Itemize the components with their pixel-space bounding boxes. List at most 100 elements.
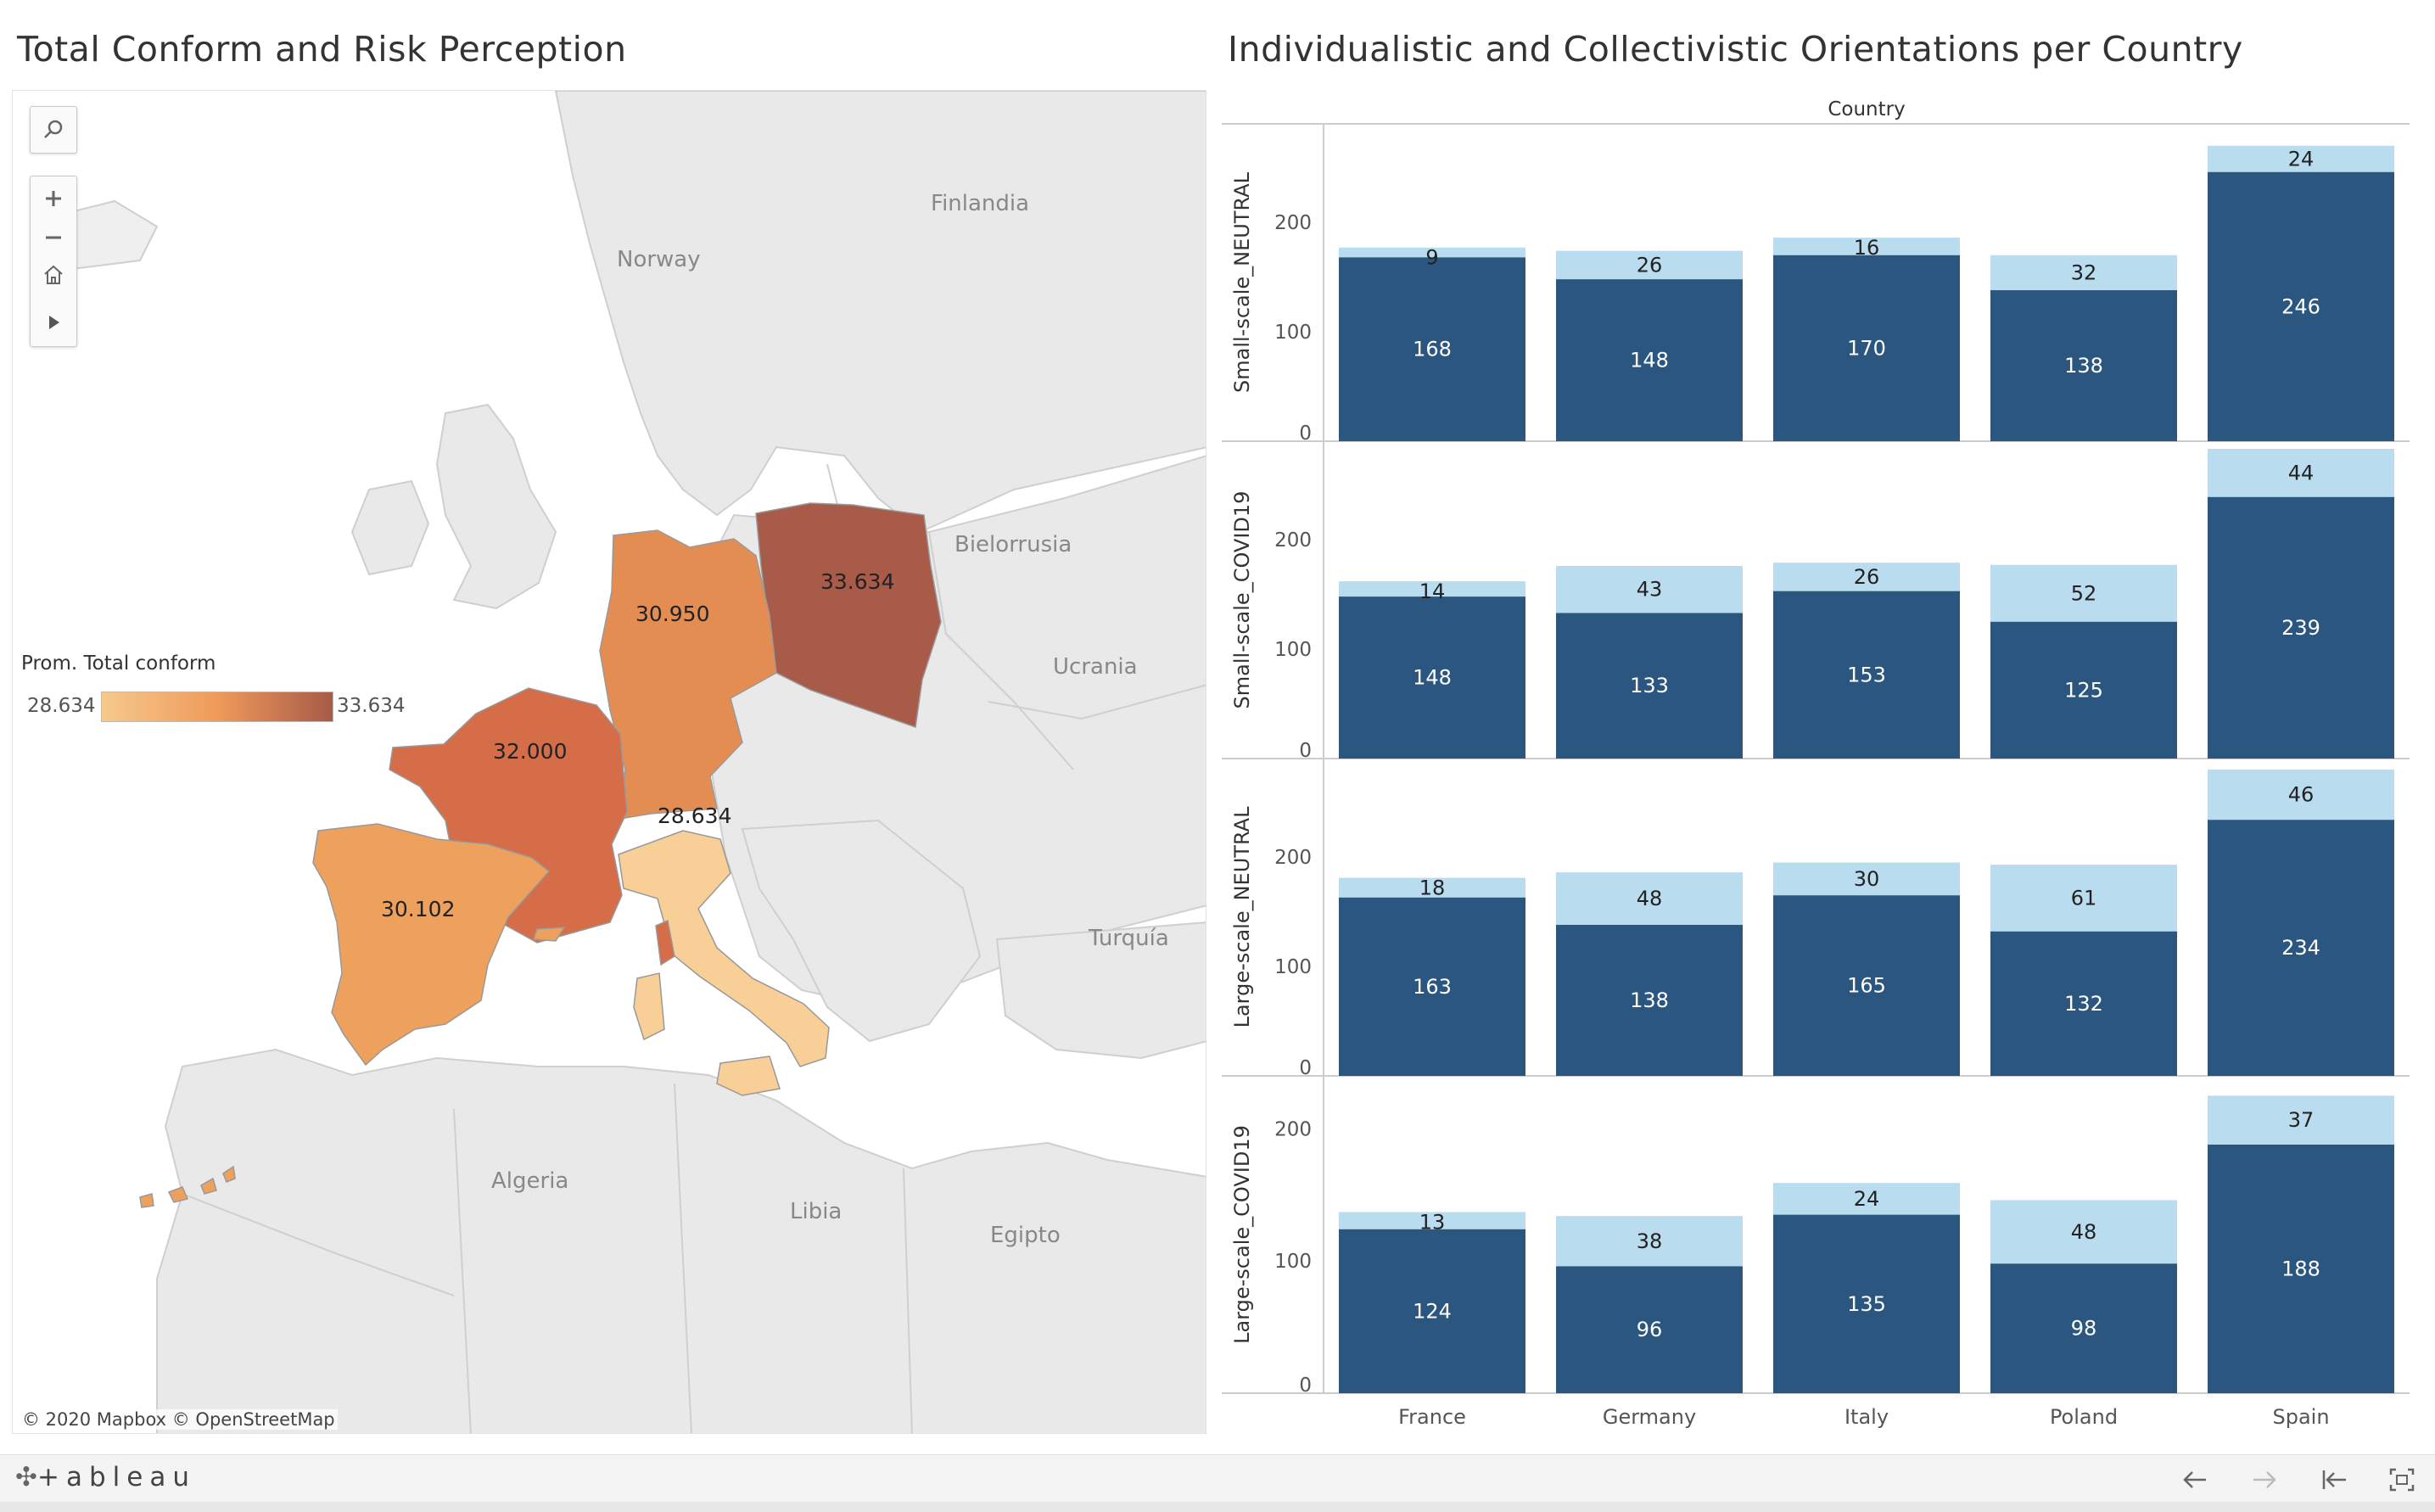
home-icon[interactable]	[31, 256, 76, 294]
fullscreen-icon[interactable]	[2384, 1462, 2420, 1498]
country-shape-sicily	[716, 1056, 781, 1096]
bar-label-base: 239	[2281, 616, 2320, 640]
x-tick-label: Poland	[2050, 1405, 2118, 1429]
undo-icon[interactable]	[2177, 1462, 2213, 1498]
map-attribution: © 2020 Mapbox © OpenStreetMap	[20, 1409, 338, 1430]
bar-segment-top	[1773, 862, 1960, 896]
bar-segment-base	[1773, 591, 1960, 759]
bar-label-top: 52	[2071, 581, 2097, 605]
bar-segment-base	[1556, 279, 1743, 441]
map-zoom-controls[interactable]	[30, 176, 77, 347]
bar-segment-top	[1990, 865, 2177, 932]
map-borders	[182, 463, 1206, 1433]
bar-label-base: 188	[2281, 1257, 2320, 1281]
bar-label-base: 125	[2064, 678, 2103, 702]
bar-label-base: 138	[2064, 354, 2103, 378]
search-icon[interactable]	[31, 111, 76, 148]
bar-segment-base	[1339, 1229, 1525, 1393]
bar-segment-base	[2208, 171, 2394, 442]
y-tick-label: 100	[1274, 1251, 1312, 1273]
bar-segment-top	[2208, 1095, 2394, 1145]
bar-label-top: 30	[1854, 867, 1880, 891]
bar-segment-base	[1773, 895, 1960, 1076]
map-canvas[interactable]	[13, 91, 1206, 1434]
bar-label-base: 246	[2281, 294, 2320, 318]
bar-label-base: 132	[2064, 992, 2103, 1016]
bar-segment-base	[1990, 621, 2177, 759]
map-search-tool[interactable]	[30, 106, 77, 154]
map-view[interactable]: Prom. Total conform 28.634 33.634 Finlan…	[12, 90, 1206, 1434]
footer-strip	[0, 1502, 2435, 1512]
bar-segment-base	[2208, 820, 2394, 1076]
tableau-logo[interactable]: ✣+ableau	[15, 1462, 196, 1492]
balkans-land	[741, 819, 982, 1043]
bar-segment-base	[1990, 931, 2177, 1076]
bar-segment-base	[1556, 1266, 1743, 1393]
redo-icon[interactable]	[2247, 1462, 2282, 1498]
minus-icon[interactable]	[31, 219, 76, 256]
map-title: Total Conform and Risk Perception	[17, 29, 627, 70]
footer-toolbar: ✣+ableau	[0, 1454, 2435, 1503]
bar-segment-base	[1339, 596, 1525, 759]
britain-land	[435, 403, 557, 610]
bar-label-top: 26	[1854, 565, 1880, 589]
map-value-germany: 30.950	[635, 602, 710, 626]
y-tick-label: 0	[1299, 1057, 1312, 1079]
bar-label-base: 133	[1630, 674, 1669, 697]
map-value-france: 32.000	[493, 739, 568, 764]
bar-segment-base	[2208, 496, 2394, 759]
place-label-libya: Libia	[790, 1199, 842, 1224]
country-shape-germany	[599, 529, 777, 820]
legend-gradient-bar	[101, 692, 333, 722]
bar-segment-top	[2208, 769, 2394, 820]
map-value-poland: 33.634	[820, 569, 895, 594]
bar-label-top: 43	[1637, 578, 1663, 602]
bar-segment-top	[1556, 250, 1743, 280]
bar-label-base: 153	[1847, 663, 1886, 686]
bar-segment-top	[1773, 238, 1960, 255]
bar-label-base: 163	[1413, 975, 1452, 999]
country-shape-spain	[312, 823, 551, 1067]
y-tick-label: 0	[1299, 740, 1312, 762]
bar-label-top: 14	[1419, 580, 1446, 603]
bar-label-top: 24	[1854, 1187, 1880, 1211]
map-base-land	[36, 91, 1206, 1433]
turkey-land	[995, 921, 1206, 1060]
x-tick-label: Spain	[2272, 1405, 2329, 1429]
play-icon[interactable]	[31, 304, 76, 341]
place-label-egypt: Egipto	[990, 1223, 1061, 1248]
bar-label-base: 96	[1637, 1318, 1663, 1341]
bar-segment-top	[1773, 1183, 1960, 1215]
bar-label-top: 44	[2288, 461, 2315, 484]
bar-segment-base	[1773, 1214, 1960, 1393]
country-shape-sardinia	[633, 972, 665, 1041]
bar-segment-top	[1556, 872, 1743, 926]
legend-min-value: 28.634	[27, 695, 96, 717]
bar-segment-base	[1990, 1263, 2177, 1393]
y-tick-label: 200	[1274, 529, 1312, 552]
bar-segment-top	[1990, 564, 2177, 622]
bar-segment-top	[1990, 255, 2177, 291]
plus-icon[interactable]	[31, 180, 76, 217]
country-shape-corsica	[655, 919, 675, 966]
bar-label-top: 38	[1637, 1229, 1663, 1253]
legend-title: Prom. Total conform	[21, 652, 216, 675]
bar-label-base: 98	[2071, 1317, 2097, 1341]
bar-label-top: 61	[2071, 886, 2097, 910]
bar-label-top: 48	[1637, 887, 1663, 910]
revert-icon[interactable]	[2316, 1462, 2352, 1498]
bar-segment-top	[1990, 1200, 2177, 1264]
bar-label-top: 32	[2071, 260, 2097, 284]
y-tick-label: 200	[1274, 1118, 1312, 1140]
bar-label-top: 9	[1425, 246, 1438, 270]
place-label-norway: Norway	[617, 247, 701, 272]
ireland-land	[350, 479, 430, 576]
bar-segment-top	[1773, 563, 1960, 591]
bar-segment-top	[1556, 566, 1743, 613]
y-axis-label: Small-scale_NEUTRAL	[1230, 171, 1254, 393]
chart-title: Individualistic and Collectivistic Orien…	[1228, 29, 2243, 70]
place-label-belarus: Bielorrusia	[954, 532, 1072, 557]
place-label-turkey: Turquía	[1089, 926, 1169, 951]
y-tick-label: 0	[1299, 1375, 1312, 1397]
bar-segment-base	[1339, 897, 1525, 1076]
